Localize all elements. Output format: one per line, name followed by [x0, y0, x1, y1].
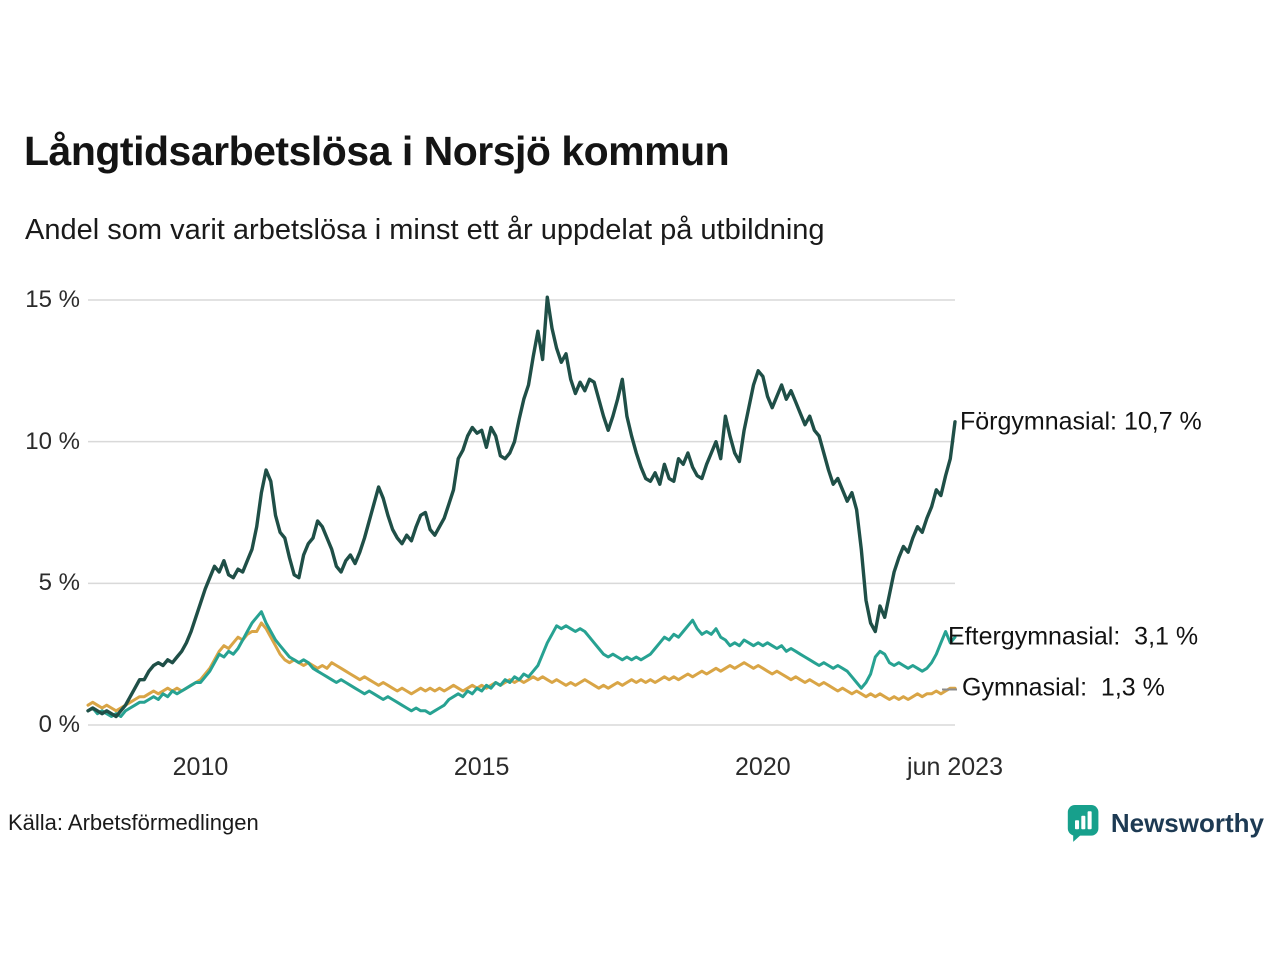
chart-title: Långtidsarbetslösa i Norsjö kommun: [24, 128, 730, 174]
y-tick-label: 5 %: [38, 569, 80, 597]
x-tick-label: 2010: [172, 753, 229, 781]
series-end-label-eftergymnasial-text: Eftergymnasial: 3,1 %: [948, 622, 1199, 651]
newsworthy-logo: Newsworthy: [1066, 803, 1264, 843]
line-eftergymnasial: [86, 610, 957, 718]
series-end-label-gymnasial: Gymnasial: 1,3 %: [942, 674, 1165, 703]
line-gymnasial: [86, 621, 957, 713]
newsworthy-wordmark: Newsworthy: [1110, 807, 1264, 838]
series-end-label-gymnasial-text: Gymnasial: 1,3 %: [962, 673, 1165, 702]
series-end-label-forgymnasial: Förgymnasial: 10,7 %: [960, 407, 1202, 436]
source-attribution: Källa: Arbetsförmedlingen: [8, 810, 259, 835]
chart-subtitle: Andel som varit arbetslösa i minst ett å…: [25, 214, 825, 246]
x-tick-label: 2015: [453, 753, 510, 781]
x-tick-label: jun 2023: [907, 753, 1003, 781]
line-forgymnasial: [86, 295, 957, 719]
y-tick-label: 15 %: [25, 286, 80, 313]
y-tick-label: 0 %: [38, 711, 80, 738]
series-end-label-forgymnasial-text: Förgymnasial: 10,7 %: [960, 407, 1202, 436]
y-tick-label: 10 %: [25, 427, 80, 455]
gymnasial-leader-line: [942, 688, 957, 691]
x-tick-label: 2020: [735, 753, 791, 781]
newsworthy-icon: [1067, 805, 1099, 842]
series-end-label-eftergymnasial: Eftergymnasial: 3,1 %: [948, 623, 1198, 652]
